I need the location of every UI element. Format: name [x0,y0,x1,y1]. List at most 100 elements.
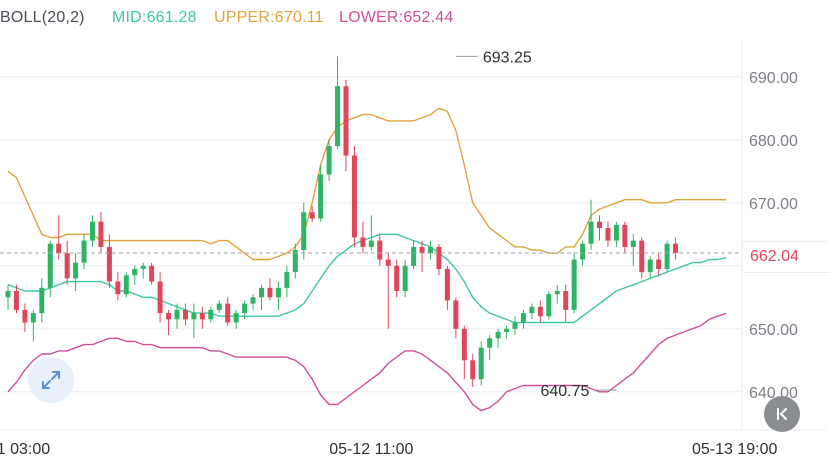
candle [563,284,569,323]
candle-body [520,313,526,323]
candle [182,303,188,326]
candles [5,56,679,388]
candle-body [275,287,281,298]
candle [56,215,62,260]
candle-body [259,287,264,298]
candle-body [174,309,180,320]
candle [140,262,146,279]
candle [453,297,459,339]
skip-to-start-icon [777,408,787,420]
candle-body [495,331,501,339]
candle [537,300,543,323]
candle-body [132,268,138,276]
candle [250,294,256,310]
expand-chart-button[interactable] [28,357,74,403]
candle [233,309,239,329]
candle-body [580,243,586,260]
candle-body [436,246,442,269]
candle-body [47,243,53,288]
indicator-lower-value: LOWER:652.44 [339,9,454,26]
candle-body [478,347,484,380]
candle [326,139,332,181]
band-line-upper [7,107,727,261]
candle [377,234,383,266]
x-tick-label: 05-12 11:00 [329,441,413,458]
candle [605,221,611,247]
candle [115,272,121,301]
candle [656,253,662,276]
candle [673,237,679,260]
scroll-to-start-button[interactable] [764,396,800,432]
candle [318,165,324,222]
candle-body [419,246,425,254]
candle-body [546,294,552,317]
candle-body [157,281,163,314]
indicator-name: BOLL(20,2) [0,9,85,26]
y-tick-label: 690.00 [749,70,798,87]
x-tick-label: 05-11 03:00 [0,441,50,458]
indicator-header: BOLL(20,2) MID:661.28 UPPER:670.11 LOWER… [0,0,829,38]
candle [98,212,104,254]
candle [22,303,28,332]
candle [470,354,476,388]
low-price-label: 640.75 [540,383,589,400]
candle [428,240,433,260]
candle-body [537,306,543,317]
candle-body [343,86,349,156]
candle [512,316,518,336]
candle [613,221,619,247]
candle-body [377,240,383,260]
candle-body [149,265,155,282]
candle-body [487,338,493,348]
band-line-lower [7,312,727,412]
candle [622,221,628,254]
candle [5,284,11,310]
candle-body [5,291,11,298]
candle-body [394,265,400,291]
indicator-mid-value: MID:661.28 [112,9,197,26]
candle [402,259,408,298]
candle [81,234,87,269]
candle-body [292,250,298,273]
y-tick-label: 670.00 [749,196,798,213]
candle-body [647,259,653,273]
candle-body [191,313,197,320]
candle-body [588,221,594,244]
band-line-mid [7,233,727,324]
candle [529,303,535,320]
last-price-label: 662.04 [742,241,829,273]
candle [343,79,349,172]
candle-body [309,212,315,219]
candle-body [242,303,248,314]
candle-body [115,281,121,295]
candle-body [284,272,290,288]
candle-body [639,240,645,273]
candle-body [123,275,129,295]
candle-body [13,291,19,310]
candle [335,56,341,150]
candle [436,243,442,276]
bollinger-bands [7,107,727,412]
candle-body [461,328,467,361]
candle [73,253,79,291]
candle [174,303,180,329]
candle-body [360,237,366,247]
candle-body [453,300,459,329]
candle-body [267,287,273,298]
candle-body [199,313,205,320]
candle-body [106,246,112,282]
candle [647,256,653,279]
candle [284,265,290,298]
candle-body [225,303,231,323]
candle [504,325,510,339]
candle [597,215,602,241]
candle [90,215,95,247]
candle-body [166,313,172,320]
candle [225,297,231,326]
candle-body [470,360,476,380]
candle-body [512,322,518,329]
candle-body [613,224,619,241]
high-price-label: 693.25 [483,49,532,66]
candle-body [402,265,408,291]
